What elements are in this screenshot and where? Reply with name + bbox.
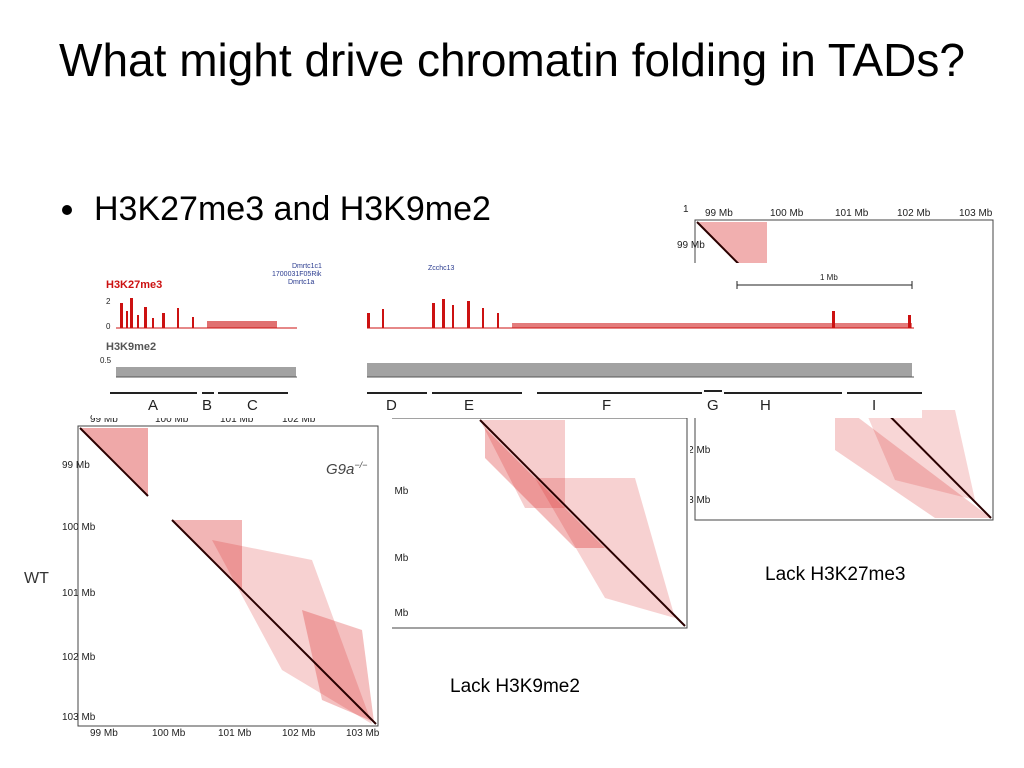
- tad-letter-e: E: [464, 397, 475, 414]
- h3k27me3-track-right: [367, 299, 912, 328]
- g9a-label-text: G9a: [326, 461, 355, 478]
- tad-letter-f: F: [602, 397, 612, 414]
- wt-ytick-1: 99 Mb: [62, 460, 90, 471]
- tad-letter-g: G: [707, 397, 719, 414]
- wt-ytick-2: 100 Mb: [62, 522, 96, 533]
- chip-tracks-svg: [110, 281, 922, 394]
- h3k27me3-tick-2: 2: [106, 297, 111, 306]
- tad-letter-c: C: [247, 397, 258, 414]
- h3k27me3-tick-0: 0: [106, 322, 111, 331]
- scale-bar-label: 1 Mb: [820, 273, 838, 282]
- wt-ytick-4: 102 Mb: [62, 652, 96, 663]
- wt-xtick-top-4: 102 Mb: [282, 414, 316, 425]
- h3k27-xtick-2: 100 Mb: [770, 208, 804, 219]
- bullet-item: H3K27me3 and H3K9me2: [62, 190, 491, 229]
- tad-letter-a: A: [148, 397, 159, 414]
- caption-lack-h3k9me2: Lack H3K9me2: [450, 676, 580, 697]
- h3k27-ytick-4: 103 Mb: [677, 495, 711, 506]
- tad-letter-b: B: [202, 397, 213, 414]
- wt-xtick-5: 103 Mb: [346, 728, 380, 739]
- gene-label-2: 1700031F05Rik: [272, 271, 322, 278]
- bullet-dot-icon: [62, 204, 72, 215]
- h3k27-tads: [697, 222, 991, 518]
- h3k27me3-track-left: [120, 298, 277, 328]
- hic-map-wt-panel: 99 Mb 100 Mb 101 Mb 102 Mb 99 Mb 100 Mb …: [62, 410, 392, 740]
- h3k27-ytick-3: 102 Mb: [677, 445, 711, 456]
- h3k9me2-tick: 0.5: [100, 356, 112, 365]
- wt-ytick-5: 103 Mb: [62, 712, 96, 723]
- wt-xtick-top-1: 99 Mb: [90, 414, 118, 425]
- chip-tracks: H3K27me3 2 0 H3K9me2 0.5 1 Mb Dmrtc1c1 1…: [92, 263, 922, 418]
- gene-label-1: Dmrtc1c1: [292, 263, 322, 270]
- gene-label-3: Dmrtc1a: [288, 279, 315, 286]
- hic-map-g9a: [388, 418, 688, 629]
- g9a-label: G9a−/−: [326, 460, 367, 478]
- wt-xtick-top-3: 101 Mb: [220, 414, 254, 425]
- hic-map-wt: [77, 425, 379, 727]
- h3k27-ytick-1: 1: [683, 204, 689, 215]
- tad-letter-i: I: [872, 397, 877, 414]
- h3k27-ytick-2: 99 Mb: [677, 240, 705, 251]
- wt-xtick-1: 99 Mb: [90, 728, 118, 739]
- h3k9me2-track: [116, 363, 912, 377]
- tad-letter-h: H: [760, 397, 771, 414]
- wt-xtick-4: 102 Mb: [282, 728, 316, 739]
- h3k27-xtick-3: 101 Mb: [835, 208, 869, 219]
- wt-label: WT: [24, 570, 49, 587]
- tad-brackets: [110, 390, 922, 394]
- g9a-label-superscript: −/−: [354, 460, 368, 470]
- wt-xtick-3: 101 Mb: [218, 728, 252, 739]
- h3k27me3-track-label: H3K27me3: [106, 279, 163, 291]
- gene-label-4: Zcchc13: [428, 265, 455, 272]
- bullet-text: H3K27me3 and H3K9me2: [94, 190, 491, 228]
- tad-letter-d: D: [386, 397, 397, 414]
- wt-xtick-top-2: 100 Mb: [155, 414, 189, 425]
- wt-xtick-2: 100 Mb: [152, 728, 186, 739]
- h3k27-xtick-1: 99 Mb: [705, 208, 733, 219]
- h3k9me2-track-label: H3K9me2: [106, 341, 157, 353]
- slide-title: What might drive chromatin folding in TA…: [59, 34, 965, 86]
- hic-map-g9a-panel: 100 101 Mb 102 Mb 103 Mb: [375, 418, 690, 630]
- caption-lack-h3k27me3: Lack H3K27me3: [765, 564, 906, 585]
- wt-ytick-3: 101 Mb: [62, 588, 96, 599]
- h3k27-xtick-4: 102 Mb: [897, 208, 931, 219]
- h3k27-xtick-5: 103 Mb: [959, 208, 993, 219]
